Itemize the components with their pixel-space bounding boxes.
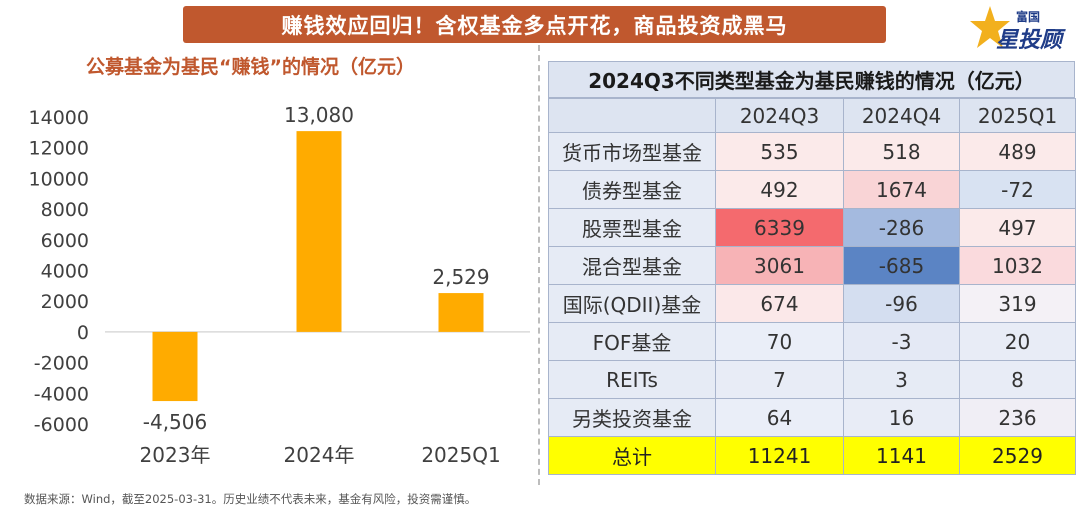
table-cell: 535: [715, 132, 844, 171]
bar: [152, 331, 198, 402]
table-cell: 489: [959, 132, 1076, 171]
table-cell: -3: [843, 322, 960, 361]
y-tick-label: 2000: [41, 291, 89, 313]
data-labels: -4,506 13,080 2,529: [143, 103, 490, 434]
data-label: 2,529: [432, 265, 489, 289]
table-cell: 492: [715, 170, 844, 209]
table-title: 2024Q3不同类型基金为基民赚钱的情况（亿元）: [548, 61, 1075, 98]
table-cell: -286: [843, 208, 960, 247]
banner-title: 赚钱效应回归！含权基金多点开花，商品投资成黑马: [183, 6, 886, 43]
total-label: 总计: [548, 436, 716, 475]
table-cell: 64: [715, 398, 844, 437]
y-tick-label: -2000: [34, 353, 89, 375]
bar-chart: 14000 12000 10000 8000 6000 4000 2000 0 -2000 -40…: [29, 103, 530, 467]
table-row: 货币市场型基金 535 518 489: [548, 132, 1076, 171]
row-label: 货币市场型基金: [548, 132, 716, 171]
x-category-label: 2025Q1: [421, 443, 500, 467]
x-category-label: 2024年: [284, 443, 355, 467]
table-row: 国际(QDII)基金 674 -96 319: [548, 284, 1076, 323]
bar: [296, 131, 342, 332]
y-tick-label: -6000: [34, 414, 89, 436]
table-cell: 20: [959, 322, 1076, 361]
row-label: 股票型基金: [548, 208, 716, 247]
table-cell: 3: [843, 360, 960, 399]
chart-title: 公募基金为基民“赚钱”的情况（亿元）: [86, 56, 415, 78]
table-cell: 7: [715, 360, 844, 399]
y-tick-label: 6000: [41, 230, 89, 252]
y-tick-label: 8000: [41, 199, 89, 221]
table-row: FOF基金 70 -3 20: [548, 322, 1076, 361]
total-row: 总计 11241 1141 2529: [548, 436, 1076, 475]
logo-text-big: 星投顾: [996, 28, 1063, 53]
row-label: 混合型基金: [548, 246, 716, 285]
y-tick-label: 4000: [41, 261, 89, 283]
table-row: 混合型基金 3061 -685 1032: [548, 246, 1076, 285]
table-cell: 1032: [959, 246, 1076, 285]
table-cell: 319: [959, 284, 1076, 323]
table-cell: -96: [843, 284, 960, 323]
table-cell: -72: [959, 170, 1076, 209]
y-tick-label: 0: [77, 322, 89, 344]
table-row: 另类投资基金 64 16 236: [548, 398, 1076, 437]
category-labels: 2023年 2024年 2025Q1: [140, 443, 501, 467]
y-tick-label: 10000: [29, 168, 89, 190]
total-cell: 1141: [843, 436, 960, 475]
bars: [152, 131, 484, 402]
table-header-cell: 2025Q1: [959, 98, 1076, 133]
row-label: 国际(QDII)基金: [548, 284, 716, 323]
table-header-cell: 2024Q3: [715, 98, 844, 133]
source-note: 数据来源：Wind，截至2025-03-31。历史业绩不代表未来，基金有风险，投…: [24, 492, 477, 506]
logo-text-small: 富国: [1016, 10, 1041, 24]
table-cell: 16: [843, 398, 960, 437]
data-label: -4,506: [143, 410, 207, 434]
brand-logo: 富国 星投顾: [970, 4, 1075, 56]
star-logo-icon: [970, 6, 1010, 48]
total-cell: 11241: [715, 436, 844, 475]
row-label: FOF基金: [548, 322, 716, 361]
y-tick-label: -4000: [34, 383, 89, 405]
row-label: 另类投资基金: [548, 398, 716, 437]
table-cell: 8: [959, 360, 1076, 399]
table-cell: 6339: [715, 208, 844, 247]
x-category-label: 2023年: [140, 443, 211, 467]
bar: [438, 293, 484, 332]
fund-type-table: 2024Q3 2024Q4 2025Q1 货币市场型基金 535 518 489 债券型…: [548, 98, 1076, 475]
table-header-row: 2024Q3 2024Q4 2025Q1: [548, 98, 1076, 133]
y-tick-label: 14000: [29, 107, 89, 129]
table-cell: 497: [959, 208, 1076, 247]
row-label: REITs: [548, 360, 716, 399]
table-header-cell: [548, 98, 716, 133]
y-tick-label: 12000: [29, 138, 89, 160]
table-cell: 518: [843, 132, 960, 171]
row-label: 债券型基金: [548, 170, 716, 209]
table-row: 股票型基金 6339 -286 497: [548, 208, 1076, 247]
section-divider: [538, 45, 540, 485]
table-cell: 1674: [843, 170, 960, 209]
table-row: REITs 7 3 8: [548, 360, 1076, 399]
table-cell: -685: [843, 246, 960, 285]
total-cell: 2529: [959, 436, 1076, 475]
y-axis: 14000 12000 10000 8000 6000 4000 2000 0 -2000 -40…: [29, 107, 89, 436]
table-cell: 3061: [715, 246, 844, 285]
table-row: 债券型基金 492 1674 -72: [548, 170, 1076, 209]
table-cell: 236: [959, 398, 1076, 437]
table-cell: 70: [715, 322, 844, 361]
table-cell: 674: [715, 284, 844, 323]
data-label: 13,080: [284, 103, 354, 127]
table-header-cell: 2024Q4: [843, 98, 960, 133]
